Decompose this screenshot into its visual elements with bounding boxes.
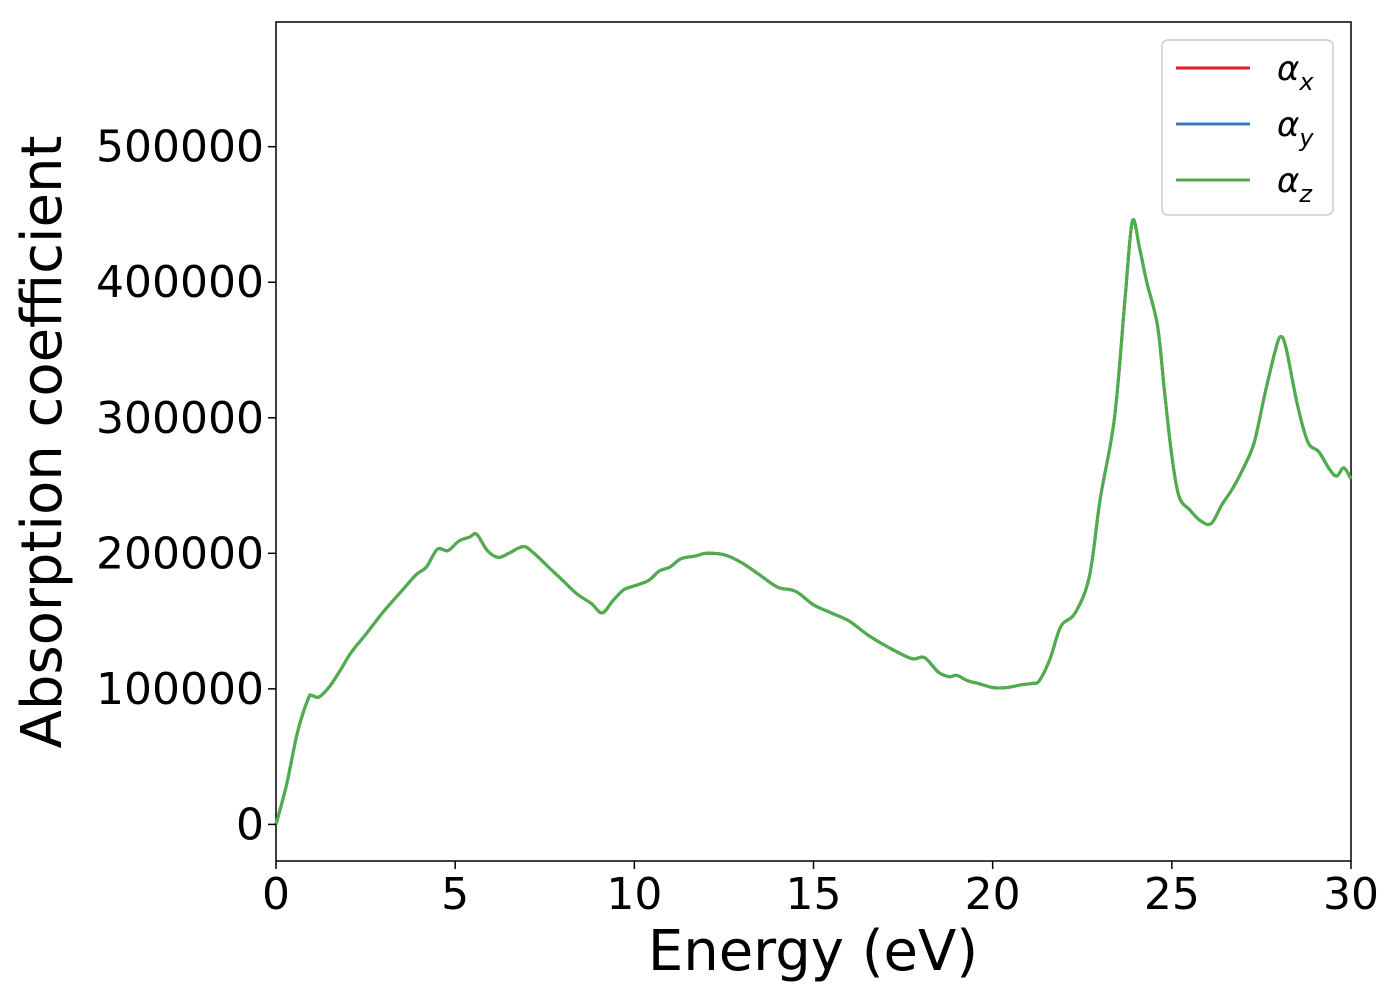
y-tick-label: 500000 <box>96 122 264 173</box>
series-line-2 <box>274 218 1353 825</box>
y-tick-label: 100000 <box>96 664 264 715</box>
series-line-0 <box>274 218 1353 825</box>
y-tick-label: 0 <box>236 799 264 850</box>
y-axis: 0 100000 200000 300000 400000 500000 <box>96 122 276 850</box>
y-axis-label: Absorption coefficient <box>10 136 75 749</box>
legend-box <box>1161 39 1334 216</box>
legend-label: αx <box>1277 49 1314 96</box>
legend-label: αy <box>1277 105 1314 152</box>
x-tick-label: 0 <box>262 869 290 920</box>
x-tick-label: 25 <box>1144 869 1200 920</box>
series-layer <box>274 218 1353 825</box>
legend-label: αz <box>1277 161 1313 208</box>
legend-label-base: α <box>1277 49 1299 89</box>
x-tick-label: 10 <box>606 869 662 920</box>
legend-label-subscript: x <box>1298 68 1314 96</box>
x-tick-label: 30 <box>1323 869 1379 920</box>
legend-label-base: α <box>1277 105 1299 145</box>
x-tick-label: 5 <box>441 869 469 920</box>
legend-label-base: α <box>1277 161 1299 201</box>
x-axis: 0 5 10 15 20 25 30 <box>262 861 1379 920</box>
x-tick-label: 20 <box>965 869 1021 920</box>
x-axis-label: Energy (eV) <box>648 919 978 984</box>
legend-label-subscript: z <box>1298 180 1313 208</box>
series-line-1 <box>274 218 1353 825</box>
y-tick-label: 200000 <box>96 528 264 579</box>
legend-label-subscript: y <box>1298 124 1314 152</box>
y-tick-label: 400000 <box>96 257 264 308</box>
y-tick-label: 300000 <box>96 393 264 444</box>
x-tick-label: 15 <box>786 869 842 920</box>
